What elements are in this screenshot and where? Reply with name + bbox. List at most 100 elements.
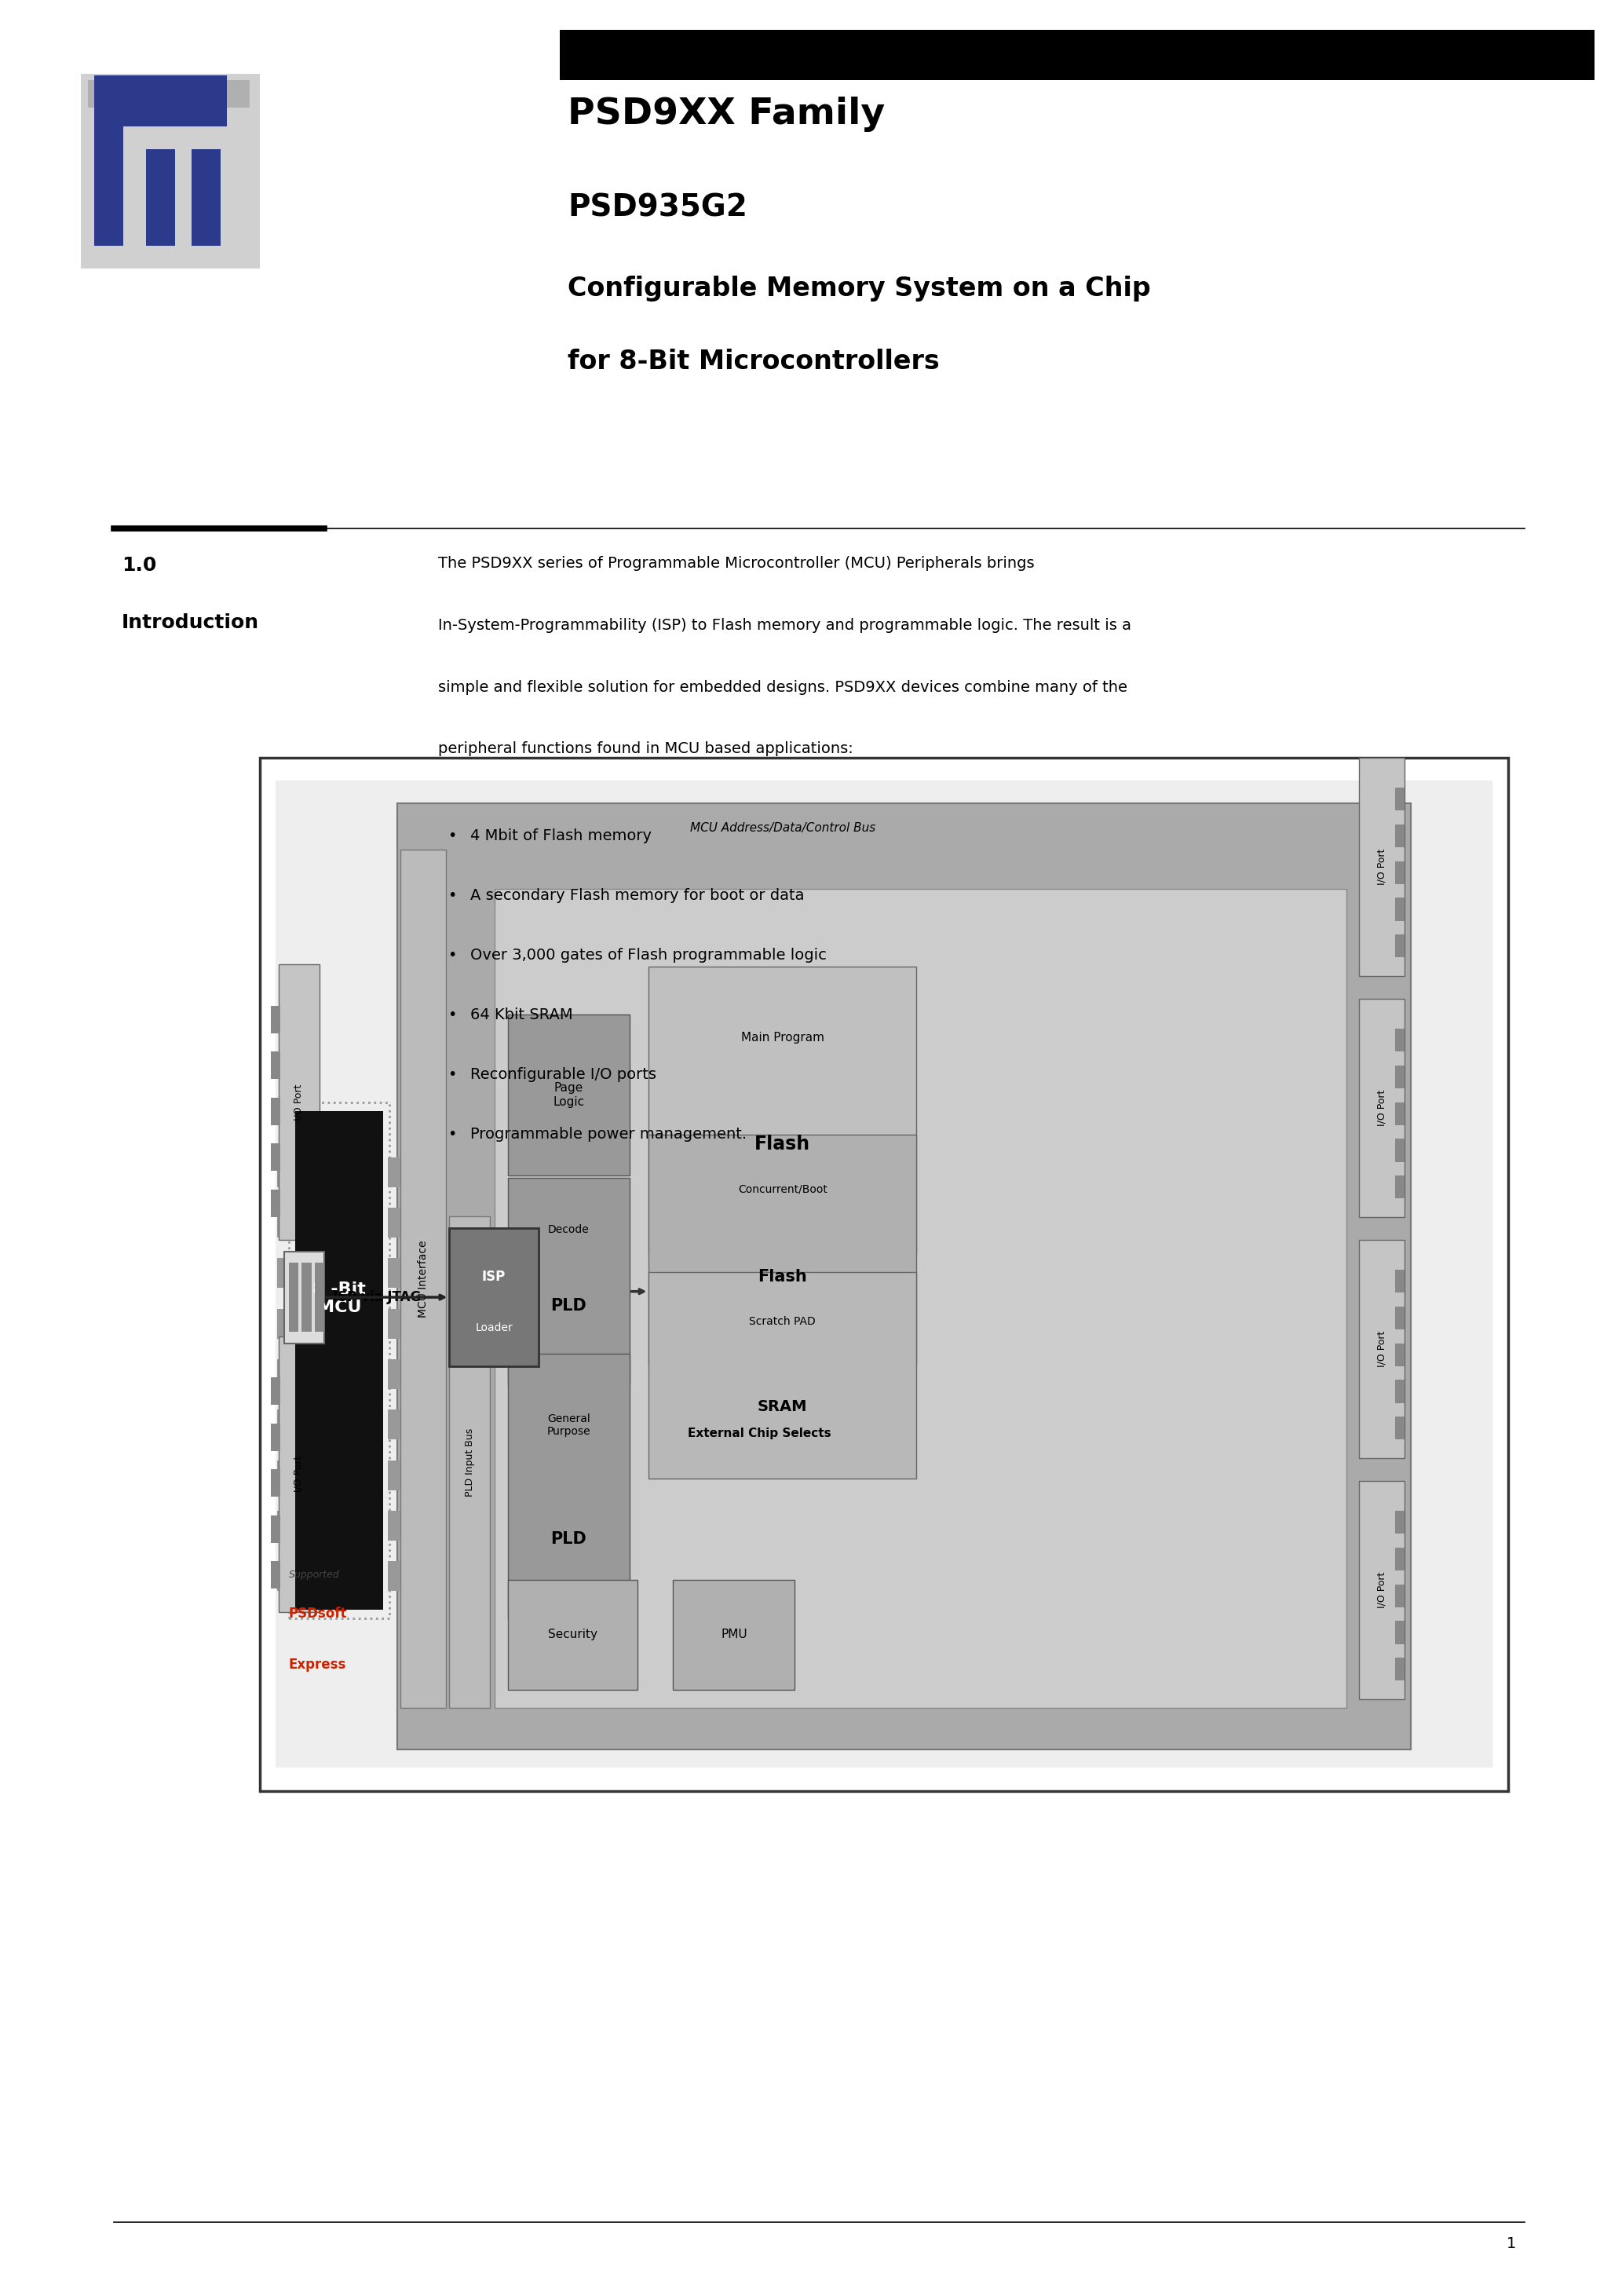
- Text: I/O Port: I/O Port: [1377, 1573, 1387, 1607]
- Bar: [271, 1424, 281, 1451]
- Bar: [508, 1355, 629, 1619]
- Text: ISP: ISP: [482, 1270, 506, 1283]
- Bar: [146, 149, 175, 246]
- Bar: [315, 1263, 324, 1332]
- Bar: [1395, 1621, 1405, 1644]
- Bar: [88, 80, 250, 108]
- Text: Supported: Supported: [289, 1570, 339, 1580]
- Bar: [271, 1469, 281, 1497]
- Bar: [271, 1052, 281, 1079]
- Bar: [277, 1157, 290, 1187]
- Text: I/O Port: I/O Port: [1377, 1332, 1387, 1366]
- Bar: [302, 1263, 311, 1332]
- Text: Over 3,000 gates of Flash programmable logic: Over 3,000 gates of Flash programmable l…: [470, 948, 827, 962]
- Text: Main Program: Main Program: [741, 1033, 824, 1045]
- Text: Flash: Flash: [757, 1270, 808, 1283]
- Bar: [649, 1272, 916, 1479]
- Bar: [271, 1378, 281, 1405]
- Bar: [449, 1217, 490, 1708]
- Text: SRAM: SRAM: [757, 1398, 808, 1414]
- Bar: [271, 1189, 281, 1217]
- Bar: [277, 1208, 290, 1238]
- Bar: [508, 1178, 629, 1384]
- Text: General
Purpose: General Purpose: [547, 1414, 590, 1437]
- Bar: [1395, 788, 1405, 810]
- Bar: [94, 76, 227, 126]
- Bar: [1359, 999, 1405, 1217]
- Bar: [295, 1111, 383, 1609]
- Text: 64 Kbit SRAM: 64 Kbit SRAM: [470, 1008, 573, 1022]
- Text: Loader: Loader: [475, 1322, 513, 1334]
- Bar: [271, 1097, 281, 1125]
- Text: I/O Port: I/O Port: [1377, 850, 1387, 884]
- Bar: [1395, 1306, 1405, 1329]
- Bar: [1395, 1176, 1405, 1199]
- Text: for 8-Bit Microcontrollers: for 8-Bit Microcontrollers: [568, 349, 939, 374]
- Bar: [649, 1134, 916, 1364]
- Text: •: •: [448, 1127, 457, 1141]
- Bar: [277, 1460, 290, 1490]
- Bar: [1395, 1511, 1405, 1534]
- Bar: [388, 1511, 401, 1541]
- Bar: [1359, 1481, 1405, 1699]
- Bar: [388, 1208, 401, 1238]
- Text: PSD935G2: PSD935G2: [568, 193, 748, 223]
- Bar: [1395, 1029, 1405, 1052]
- Text: •: •: [448, 1008, 457, 1022]
- Bar: [1395, 1102, 1405, 1125]
- Text: MCU Address/Data/Control Bus: MCU Address/Data/Control Bus: [689, 822, 876, 833]
- Bar: [1395, 1270, 1405, 1293]
- Bar: [1395, 898, 1405, 921]
- Bar: [1395, 1417, 1405, 1440]
- Text: Reconfigurable I/O ports: Reconfigurable I/O ports: [470, 1068, 657, 1081]
- Bar: [284, 1251, 324, 1343]
- Bar: [1395, 1380, 1405, 1403]
- Bar: [1395, 1139, 1405, 1162]
- Bar: [271, 1006, 281, 1033]
- Bar: [673, 1580, 795, 1690]
- Bar: [277, 1258, 290, 1288]
- Text: PSD9XX Family: PSD9XX Family: [568, 96, 886, 131]
- Text: Scratch PAD: Scratch PAD: [749, 1316, 816, 1327]
- Bar: [449, 1228, 539, 1366]
- Bar: [279, 964, 320, 1240]
- Text: PSDsoft: PSDsoft: [289, 1607, 347, 1621]
- Text: Decode: Decode: [548, 1224, 589, 1235]
- Bar: [277, 1511, 290, 1541]
- Text: 8 -Bit
MCU: 8 -Bit MCU: [313, 1281, 365, 1316]
- Bar: [1395, 1584, 1405, 1607]
- Bar: [289, 1263, 298, 1332]
- Text: 1.0: 1.0: [122, 556, 156, 574]
- Bar: [1359, 758, 1405, 976]
- Bar: [271, 1515, 281, 1543]
- Bar: [397, 804, 1411, 1750]
- Bar: [388, 1258, 401, 1288]
- Text: The PSD9XX series of Programmable Microcontroller (MCU) Peripherals brings: The PSD9XX series of Programmable Microc…: [438, 556, 1035, 569]
- Bar: [1395, 934, 1405, 957]
- Bar: [1395, 1343, 1405, 1366]
- Bar: [508, 1015, 629, 1176]
- Bar: [276, 781, 1492, 1768]
- Bar: [388, 1561, 401, 1591]
- Text: MCU Interface: MCU Interface: [418, 1240, 428, 1318]
- Bar: [271, 1561, 281, 1589]
- Text: Express: Express: [289, 1658, 347, 1671]
- Text: PLD: PLD: [550, 1297, 587, 1313]
- Text: Security: Security: [548, 1628, 597, 1642]
- Text: PLD Input Bus: PLD Input Bus: [464, 1428, 475, 1497]
- Bar: [191, 149, 221, 246]
- Text: ISP via JTAG: ISP via JTAG: [333, 1290, 420, 1304]
- Text: Concurrent/Boot: Concurrent/Boot: [738, 1185, 827, 1194]
- Text: External Chip Selects: External Chip Selects: [688, 1428, 830, 1440]
- Text: simple and flexible solution for embedded designs. PSD9XX devices combine many o: simple and flexible solution for embedde…: [438, 680, 1127, 693]
- Bar: [1359, 1240, 1405, 1458]
- Text: Introduction: Introduction: [122, 613, 260, 631]
- Bar: [277, 1309, 290, 1339]
- Text: peripheral functions found in MCU based applications:: peripheral functions found in MCU based …: [438, 742, 853, 755]
- Bar: [388, 1359, 401, 1389]
- Bar: [277, 1561, 290, 1591]
- Bar: [388, 1410, 401, 1440]
- Bar: [1395, 861, 1405, 884]
- Bar: [401, 850, 446, 1708]
- Text: •: •: [448, 829, 457, 843]
